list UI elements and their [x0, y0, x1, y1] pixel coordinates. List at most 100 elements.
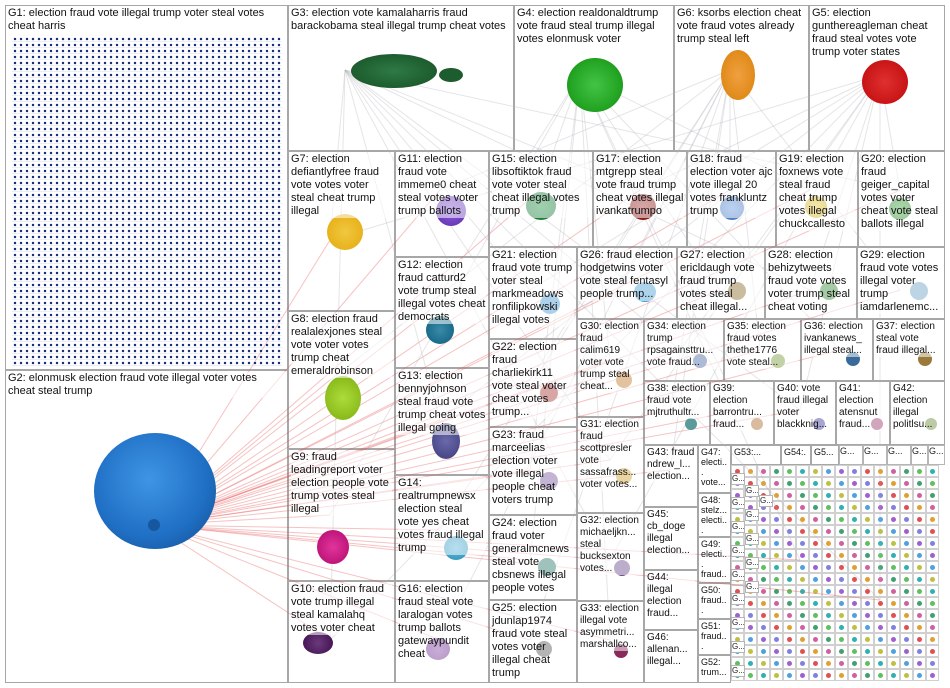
- group-g25-panel: G25: election jdunlap1974 fraud vote ste…: [489, 600, 577, 683]
- small-group-cell: [783, 585, 796, 597]
- small-group-node: [839, 649, 844, 654]
- small-group-node: [813, 481, 818, 486]
- group-g21-label: G21: election fraud vote trump voter ste…: [492, 249, 574, 327]
- small-group-cell: [874, 537, 887, 549]
- small-group-cell: [874, 609, 887, 621]
- group-g35-panel: G35: election fraud votes thethe1776 vot…: [724, 319, 801, 381]
- group-g43-label: G43: fraud ndrew_l... election...: [647, 447, 695, 483]
- small-group-node: [748, 649, 753, 654]
- small-group-cell: [770, 597, 783, 609]
- group-g35-label: G35: election fraud votes thethe1776 vot…: [727, 321, 798, 369]
- small-group-node: [761, 577, 766, 582]
- small-group-cell: [913, 489, 926, 501]
- small-group-node: [930, 469, 935, 474]
- small-group-node: [917, 553, 922, 558]
- small-group-cell: [835, 537, 848, 549]
- small-group-node: [787, 613, 792, 618]
- group-g37-panel: G37: election steal vote fraud illegal..…: [873, 319, 945, 381]
- small-group-cell: [835, 477, 848, 489]
- small-group-cell: [783, 525, 796, 537]
- group-g55-label: G5...: [814, 447, 836, 457]
- small-group-node: [878, 481, 883, 486]
- small-group-cell: [822, 573, 835, 585]
- group-g40-panel: G40: vote fraud illegal voter blackknig.…: [774, 381, 836, 445]
- small-group-cell: [757, 669, 770, 681]
- small-group-node: [917, 637, 922, 642]
- small-group-node: [852, 661, 857, 666]
- small-group-node: [852, 517, 857, 522]
- small-group-cell: [770, 645, 783, 657]
- small-group-cell: [770, 549, 783, 561]
- small-group-node: [865, 481, 870, 486]
- small-group-cell: [822, 609, 835, 621]
- group-g23-label: G23: fraud marceelias election voter vot…: [492, 429, 574, 507]
- small-group-label: G...: [731, 473, 745, 485]
- small-group-label: G...: [731, 665, 745, 677]
- small-group-cell: [913, 513, 926, 525]
- small-group-cell: [796, 465, 809, 477]
- small-group-cell: [926, 501, 939, 513]
- small-group-cell: [822, 621, 835, 633]
- small-group-node: [904, 541, 909, 546]
- small-group-cell: [848, 561, 861, 573]
- small-group-node: [878, 493, 883, 498]
- small-group-cell: [874, 645, 887, 657]
- small-group-node: [904, 505, 909, 510]
- small-group-node: [761, 589, 766, 594]
- small-group-cell: [887, 597, 900, 609]
- small-group-cell: [913, 621, 926, 633]
- group-g52-panel: G52: trum...: [698, 655, 731, 683]
- small-group-cell: [848, 525, 861, 537]
- small-group-node: [826, 577, 831, 582]
- small-group-node: [878, 649, 883, 654]
- small-group-cell: [783, 561, 796, 573]
- small-group-node: [774, 589, 779, 594]
- small-group-node: [774, 553, 779, 558]
- g38-node-cluster: [685, 418, 697, 430]
- small-group-node: [800, 673, 805, 678]
- small-group-node: [930, 493, 935, 498]
- small-group-cell: [900, 477, 913, 489]
- small-group-node: [839, 481, 844, 486]
- group-g34-panel: G34: election trump rpsagainsttru... vot…: [644, 319, 724, 381]
- small-groups-grid: G... G... G... G... G... G... G... G... G... G...…: [731, 465, 945, 683]
- small-group-node: [787, 661, 792, 666]
- small-group-cell: [874, 489, 887, 501]
- small-group-cell: [848, 621, 861, 633]
- small-group-node: [891, 481, 896, 486]
- small-group-cell: [796, 609, 809, 621]
- group-g34-label: G34: election trump rpsagainsttru... vot…: [647, 321, 721, 369]
- small-group-node: [865, 649, 870, 654]
- small-group-node: [904, 673, 909, 678]
- small-group-cell: [887, 501, 900, 513]
- group-g7-panel: G7: election defiantlyfree fraud vote vo…: [288, 151, 395, 311]
- small-group-cell: [783, 621, 796, 633]
- small-group-cell: [835, 609, 848, 621]
- small-group-cell: [796, 477, 809, 489]
- small-group-node: [813, 553, 818, 558]
- small-group-cell: [900, 621, 913, 633]
- small-group-cell: [783, 489, 796, 501]
- small-group-cell: [848, 585, 861, 597]
- small-group-cell: [861, 573, 874, 585]
- small-group-cell: [783, 501, 796, 513]
- small-group-node: [800, 481, 805, 486]
- small-group-cell: [796, 513, 809, 525]
- group-g18-label: G18: fraud election voter ajc vote illeg…: [690, 153, 773, 218]
- small-group-cell: [783, 609, 796, 621]
- group-g1-label: G1: election fraud vote illegal trump vo…: [8, 7, 285, 33]
- small-group-cell: [744, 645, 757, 657]
- small-group-cell: [861, 669, 874, 681]
- small-group-node: [865, 553, 870, 558]
- small-group-cell: [887, 525, 900, 537]
- group-g52-label: G52: trum...: [701, 657, 728, 677]
- small-group-cell: [913, 477, 926, 489]
- group-g39-label: G39: election barrontru... fraud...: [713, 383, 771, 431]
- small-group-node: [774, 469, 779, 474]
- small-group-cell: [900, 645, 913, 657]
- small-group-cell: [926, 513, 939, 525]
- small-group-cell: [913, 645, 926, 657]
- small-group-node: [813, 469, 818, 474]
- small-group-node: [852, 505, 857, 510]
- small-group-cell: [874, 585, 887, 597]
